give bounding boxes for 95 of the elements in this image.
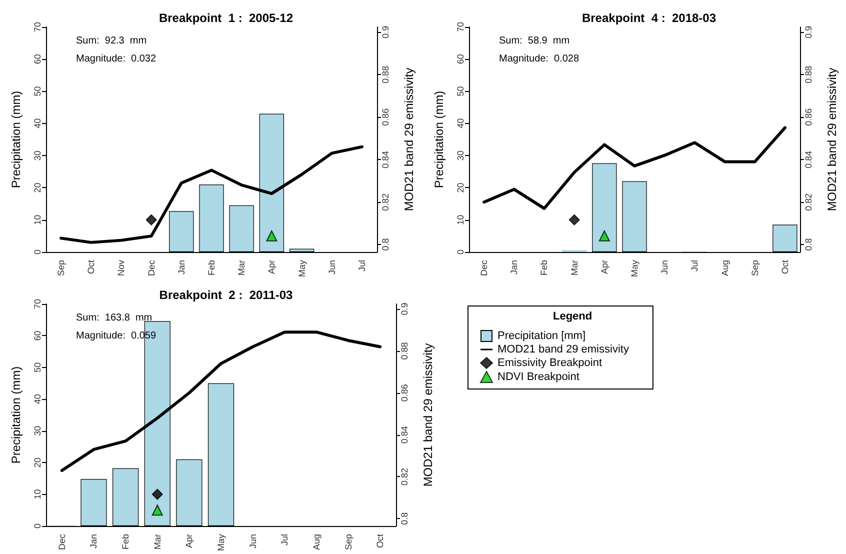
y-tick-label: 40 bbox=[32, 394, 42, 404]
x-tick-label: Apr bbox=[266, 260, 277, 274]
y-tick-label: 70 bbox=[32, 298, 42, 310]
x-tick-label: Sep bbox=[750, 260, 760, 276]
x-tick-label: Jan bbox=[509, 260, 520, 275]
legend-title: Legend bbox=[553, 310, 592, 322]
y-tick-label: 40 bbox=[32, 118, 42, 128]
x-tick-label: Oct bbox=[375, 534, 386, 548]
x-tick-label: Jun bbox=[326, 260, 337, 275]
y-tick-label: 0 bbox=[32, 523, 42, 529]
y2-tick-label: 0.82 bbox=[804, 193, 814, 211]
x-tick-label: Mar bbox=[236, 260, 247, 276]
y2-tick-label: 0.82 bbox=[400, 468, 410, 486]
x-tick-label: Jan bbox=[88, 534, 99, 549]
x-tick-label: Sep bbox=[56, 260, 66, 276]
legend-label: MOD21 band 29 emissivity bbox=[498, 344, 630, 356]
y-tick-label: 30 bbox=[32, 150, 42, 161]
y2-axis-title: MOD21 band 29 emissivity bbox=[421, 343, 435, 487]
x-tick-label: Jul bbox=[356, 260, 367, 272]
y-tick-label: 60 bbox=[456, 54, 466, 64]
y-tick-label: 30 bbox=[32, 426, 42, 436]
annotation: Magnitude: 0.032 bbox=[76, 54, 156, 64]
x-tick-label: Jan bbox=[176, 260, 186, 275]
y2-tick-label: 0.88 bbox=[380, 66, 390, 84]
x-tick-label: Jul bbox=[690, 260, 700, 272]
y-tick-label: 30 bbox=[456, 150, 466, 161]
y-tick-label: 50 bbox=[32, 86, 42, 96]
x-tick-label: Apr bbox=[184, 534, 194, 548]
legend-label: Emissivity Breakpoint bbox=[498, 357, 602, 369]
y-tick-label: 40 bbox=[456, 118, 466, 128]
y2-tick-label: 0.84 bbox=[804, 150, 814, 168]
x-tick-label: Dec bbox=[479, 260, 490, 276]
chart-title: Breakpoint 1 : 2005-12 bbox=[158, 11, 294, 25]
y2-axis-title: MOD21 band 29 emissivity bbox=[825, 68, 839, 212]
y2-tick-label: 0.8 bbox=[380, 238, 390, 251]
y2-tick-label: 0.8 bbox=[804, 238, 814, 251]
x-tick-label: Mar bbox=[569, 260, 580, 276]
y2-tick-label: 0.9 bbox=[804, 26, 814, 38]
y-tick-label: 50 bbox=[32, 362, 42, 372]
line-series bbox=[482, 126, 786, 210]
y-tick-label: 70 bbox=[456, 22, 466, 32]
x-tick-label: Aug bbox=[311, 534, 322, 550]
y2-tick-label: 0.84 bbox=[380, 150, 390, 168]
y-tick-label: 50 bbox=[456, 86, 466, 96]
legend-label: Precipitation [mm] bbox=[498, 330, 586, 342]
annotation: Sum: 163.8 mm bbox=[76, 312, 152, 324]
x-tick-label: Feb bbox=[539, 260, 550, 276]
x-tick-label: Sep bbox=[343, 534, 354, 550]
x-tick-label: Nov bbox=[116, 260, 126, 276]
y2-axis-title: MOD21 band 29 emissivity bbox=[402, 68, 416, 212]
y-tick-label: 70 bbox=[32, 22, 42, 32]
y-tick-label: 0 bbox=[32, 249, 42, 255]
y-tick-label: 10 bbox=[32, 214, 42, 225]
x-tick-label: Apr bbox=[599, 260, 610, 274]
y2-tick-label: 0.8 bbox=[400, 512, 410, 525]
y-axis-title: Precipitation (mm) bbox=[9, 90, 23, 188]
y2-tick-label: 0.86 bbox=[804, 108, 814, 126]
x-tick-label: Jun bbox=[248, 534, 258, 549]
y-tick-label: 10 bbox=[456, 214, 466, 225]
x-tick-label: Jul bbox=[280, 534, 290, 546]
chart-title: Breakpoint 2 : 2011-03 bbox=[159, 288, 294, 302]
y2-tick-label: 0.84 bbox=[400, 426, 410, 444]
y2-tick-label: 0.9 bbox=[400, 302, 410, 316]
y2-tick-label: 0.88 bbox=[400, 342, 410, 360]
annotation: Magnitude: 0.028 bbox=[499, 54, 580, 64]
y2-tick-label: 0.9 bbox=[380, 26, 390, 38]
x-tick-label: Feb bbox=[120, 534, 131, 550]
annotation: Sum: 58.9 mm bbox=[499, 36, 570, 46]
x-tick-label: May bbox=[296, 260, 307, 278]
y-axis-title: Precipitation (mm) bbox=[432, 90, 446, 188]
y2-tick-label: 0.88 bbox=[804, 66, 814, 84]
x-tick-label: Mar bbox=[152, 534, 162, 550]
x-tick-label: Oct bbox=[86, 260, 96, 274]
y2-tick-label: 0.86 bbox=[380, 108, 390, 126]
x-tick-label: May bbox=[630, 260, 640, 278]
y-axis-title: Precipitation (mm) bbox=[9, 366, 23, 464]
x-tick-label: May bbox=[216, 534, 226, 552]
y2-tick-label: 0.86 bbox=[400, 384, 410, 402]
legend-label: NDVI Breakpoint bbox=[498, 371, 580, 383]
x-tick-label: Dec bbox=[146, 260, 156, 276]
y-tick-label: 0 bbox=[456, 249, 466, 255]
y2-tick-label: 0.82 bbox=[380, 193, 390, 211]
y-tick-label: 20 bbox=[456, 182, 466, 193]
y-tick-label: 60 bbox=[32, 330, 42, 341]
y-tick-label: 60 bbox=[32, 54, 42, 64]
y-tick-label: 20 bbox=[32, 458, 42, 468]
x-tick-label: Feb bbox=[206, 260, 216, 276]
x-tick-label: Jun bbox=[660, 260, 670, 275]
x-tick-label: Oct bbox=[780, 260, 790, 274]
x-tick-label: Dec bbox=[56, 534, 67, 550]
chart-title: Breakpoint 4 : 2018-03 bbox=[582, 11, 716, 25]
y-tick-label: 10 bbox=[32, 489, 42, 500]
annotation: Sum: 92.3 mm bbox=[76, 36, 147, 46]
y-tick-label: 20 bbox=[32, 182, 42, 193]
x-tick-label: Aug bbox=[720, 260, 730, 276]
